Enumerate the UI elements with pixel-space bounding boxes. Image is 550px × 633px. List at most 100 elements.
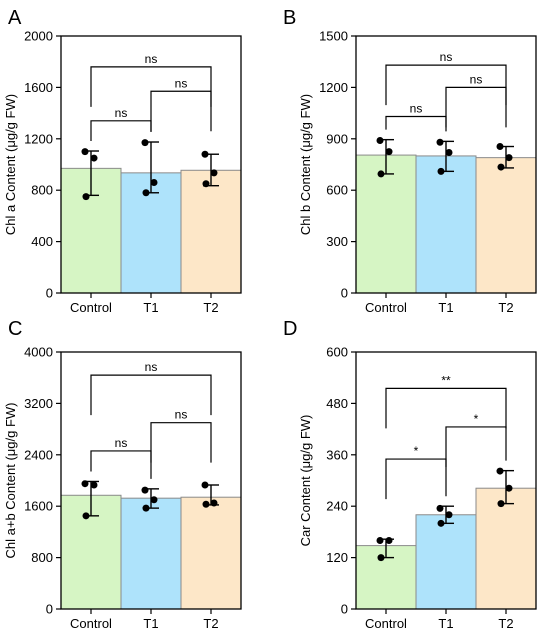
x-tick-label: T2 [203,616,218,631]
significance-label: ns [470,72,483,86]
data-point [496,143,504,151]
significance-bracket [385,458,447,500]
data-point [436,504,444,512]
bar-t2 [180,496,242,610]
data-point [377,554,385,562]
y-tick-label: 1600 [24,80,53,95]
significance-bracket [150,422,212,463]
y-tick-label: 2400 [24,447,53,462]
data-point [385,148,393,156]
x-tick-label: Control [365,300,407,315]
significance-bracket [90,120,152,142]
significance-label: * [474,412,479,426]
y-tick-label: 400 [31,234,53,249]
y-tick-label: 0 [46,286,53,301]
data-point [445,149,453,157]
data-point [90,481,98,489]
data-point [142,504,150,512]
data-point [201,150,209,158]
significance-bracket [445,426,507,467]
y-tick-label: 1200 [319,80,348,95]
data-point [505,154,513,162]
data-point [497,163,505,171]
x-tick-label: T1 [438,300,453,315]
x-tick-label: T2 [203,300,218,315]
y-axis-title: Chl b Content (μg/g FW) [298,94,313,235]
significance-bracket [385,387,507,429]
y-tick-label: 0 [341,602,348,617]
data-point [141,486,149,494]
y-axis-title: Chl a Content (μg/g FW) [3,94,18,235]
y-tick-label: 1500 [319,29,348,44]
data-point [202,180,210,188]
significance-bracket [445,86,507,128]
data-point [210,169,218,177]
significance-label: ns [115,436,128,450]
data-point [210,499,218,507]
y-tick-label: 0 [46,602,53,617]
data-point [376,137,384,145]
y-tick-label: 0 [341,286,348,301]
data-point [82,512,90,520]
significance-label: ns [410,102,423,116]
y-tick-label: 600 [326,345,348,360]
y-tick-label: 4000 [24,345,53,360]
data-point [445,511,453,519]
y-axis-title: Car Content (μg/g FW) [298,415,313,547]
significance-bracket [385,64,507,106]
x-tick-label: T1 [438,616,453,631]
x-tick-label: Control [365,616,407,631]
data-point [82,193,90,201]
data-point [81,480,89,488]
y-tick-label: 600 [326,183,348,198]
significance-label: ns [440,50,453,64]
y-tick-label: 300 [326,234,348,249]
y-axis-title: Chl a+b Content (μg/g FW) [3,403,18,559]
y-tick-label: 1600 [24,499,53,514]
data-point [505,484,513,492]
data-point [202,500,210,508]
bar-t2 [180,169,242,294]
x-tick-label: T1 [143,300,158,315]
y-tick-label: 360 [326,447,348,462]
data-point [496,467,504,475]
data-point [497,500,505,508]
x-tick-label: T2 [498,616,513,631]
significance-label: ns [175,408,188,422]
data-point [150,496,158,504]
bar-t1 [415,155,477,294]
y-tick-label: 800 [31,183,53,198]
panel-letter: A [8,7,22,29]
data-point [141,139,149,147]
x-tick-label: T1 [143,616,158,631]
data-point [436,138,444,146]
bar-t1 [415,514,477,610]
panel-c: Cns ns ns 0 800 1600 2400 3200 4000 Control T1 T2 Ch… [3,318,242,631]
y-tick-label: 800 [31,550,53,565]
significance-bracket [90,450,152,479]
data-point [150,178,158,186]
panel-letter: B [283,7,296,29]
data-point [437,167,445,175]
significance-label: ns [145,360,158,374]
significance-bracket [150,90,212,132]
data-point [377,170,385,178]
y-tick-label: 900 [326,131,348,146]
bar-t1 [120,497,182,610]
panel-letter: D [283,318,297,340]
significance-label: ** [441,373,451,387]
significance-bracket [385,115,447,132]
significance-bracket [90,66,212,107]
data-point [437,519,445,527]
significance-label: ns [115,106,128,120]
x-tick-label: T2 [498,300,513,315]
significance-bracket [90,374,212,416]
data-point [201,481,209,489]
data-point [90,154,98,162]
significance-label: ns [175,76,188,90]
y-tick-label: 2000 [24,29,53,44]
y-tick-label: 240 [326,499,348,514]
panel-letter: C [8,318,22,340]
